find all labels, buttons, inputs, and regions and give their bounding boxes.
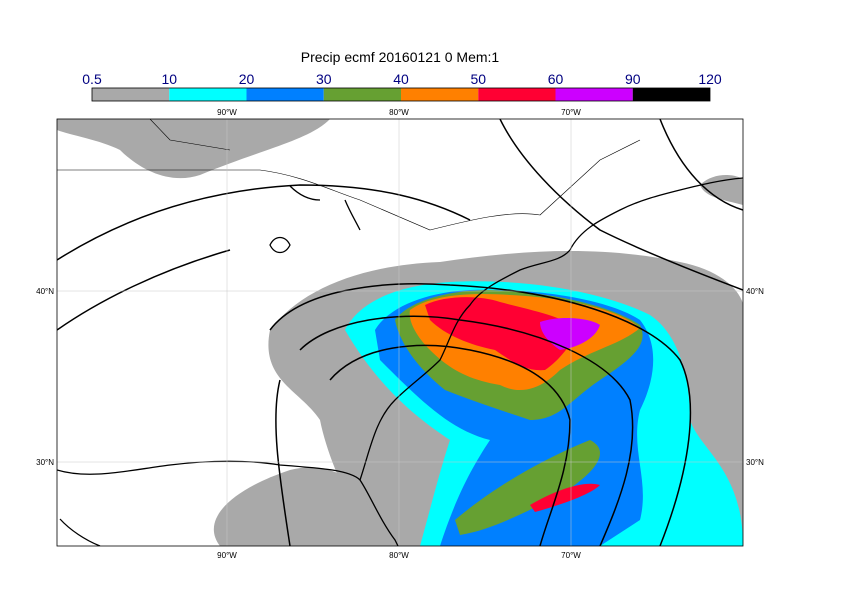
lon-label: 80°W bbox=[389, 108, 409, 117]
colorbar: 0.5 10 20 30 40 50 60 90 120 bbox=[82, 71, 722, 102]
borders bbox=[57, 119, 641, 231]
colorbar-segment bbox=[323, 88, 401, 101]
colorbar-segment bbox=[632, 88, 710, 101]
graticule bbox=[57, 119, 743, 546]
colorbar-tick-label: 0.5 bbox=[82, 71, 102, 87]
lat-labels: 40°N 30°N 40°N 30°N bbox=[36, 287, 764, 467]
colorbar-tick-label: 20 bbox=[239, 71, 255, 87]
isobars bbox=[57, 119, 743, 546]
colorbar-tick-label: 30 bbox=[316, 71, 332, 87]
lon-label: 90°W bbox=[217, 108, 237, 117]
precip-green-band bbox=[455, 440, 600, 535]
colorbar-tick-label: 40 bbox=[393, 71, 409, 87]
colorbar-tick-label: 120 bbox=[698, 71, 722, 87]
lon-label: 90°W bbox=[217, 551, 237, 560]
precip-red-band bbox=[530, 483, 600, 512]
precip-red bbox=[425, 297, 580, 371]
coastlines bbox=[57, 177, 743, 546]
colorbar-tick-label: 50 bbox=[470, 71, 486, 87]
lat-label: 40°N bbox=[36, 287, 54, 296]
lat-label: 40°N bbox=[746, 287, 764, 296]
lon-label: 80°W bbox=[389, 551, 409, 560]
title: Precip ecmf 20160121 0 Mem:1 bbox=[301, 49, 500, 65]
colorbar-segment bbox=[478, 88, 556, 101]
colorbar-segment bbox=[246, 88, 324, 101]
lon-label: 70°W bbox=[561, 108, 581, 117]
precip-gray-gulf bbox=[213, 467, 380, 546]
colorbar-tick-label: 10 bbox=[161, 71, 177, 87]
colorbar-segment bbox=[169, 88, 247, 101]
map-content bbox=[57, 119, 743, 546]
precip-magenta bbox=[540, 318, 600, 350]
colorbar-tick-label: 60 bbox=[548, 71, 564, 87]
map-frame bbox=[56, 118, 744, 547]
colorbar-frame bbox=[91, 87, 711, 102]
map: 90°W 80°W 70°W 90°W 80°W 70°W 40°N 30°N … bbox=[36, 108, 764, 560]
precip-gray-nw bbox=[57, 119, 330, 179]
lon-labels: 90°W 80°W 70°W 90°W 80°W 70°W bbox=[217, 108, 581, 560]
colorbar-tick-label: 90 bbox=[625, 71, 641, 87]
colorbar-segment bbox=[401, 88, 479, 101]
colorbar-segment bbox=[92, 88, 170, 101]
lat-label: 30°N bbox=[36, 458, 54, 467]
lat-label: 30°N bbox=[746, 458, 764, 467]
lon-label: 70°W bbox=[561, 551, 581, 560]
colorbar-segment bbox=[555, 88, 633, 101]
